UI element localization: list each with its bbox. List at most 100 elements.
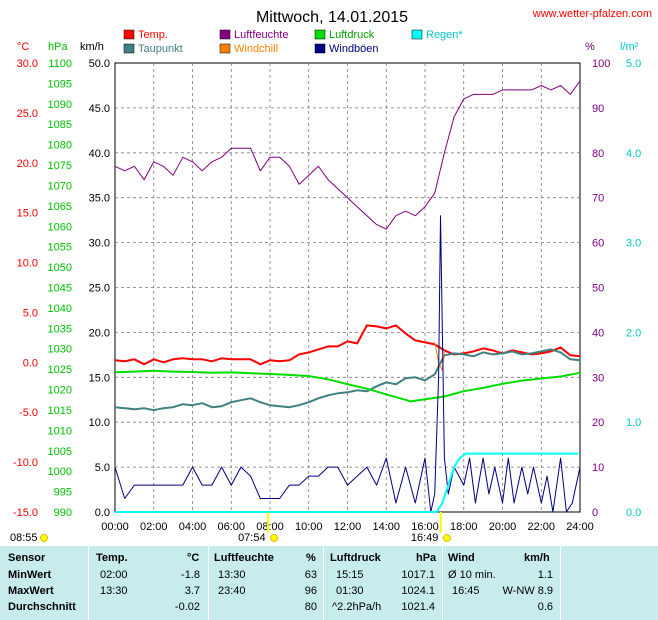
x-axis-tick: 10:00 [295,521,323,533]
humidity-axis-tick: 30 [592,372,604,384]
wind-avg-value: 1.1 [537,569,553,581]
press-max-time: 01:30 [336,585,364,597]
stats-row-label: Durchschnitt [8,601,76,613]
x-axis-tick: 08:00 [256,521,284,533]
series-line-windben [114,215,581,513]
x-axis-tick: 00:00 [101,521,129,533]
pressure-axis-tick: 1055 [48,242,72,254]
x-axis-tick: 16:00 [411,521,439,533]
pressure-axis-tick: 1020 [48,385,72,397]
wind-axis-tick: 5.0 [95,462,110,474]
sun-icon [442,534,451,542]
pressure-axis-tick: 1015 [48,405,72,417]
stats-header-sensor: Sensor [8,552,46,564]
press-max-value: 1024.1 [401,585,435,597]
wind-axis-tick: 40.0 [89,148,110,160]
pressure-axis-tick: 1085 [48,119,72,131]
legend-swatch [123,29,135,40]
stats-header-humidity-unit: % [306,552,316,564]
chart-title: Mittwoch, 14.01.2015 [256,9,408,26]
pressure-axis-tick: 1070 [48,180,72,192]
pressure-axis-tick: 1100 [48,58,72,70]
humidity-axis-tick: 60 [592,238,604,250]
humidity-unit-label: % [585,41,595,53]
humidity-axis-tick: 80 [592,148,604,160]
x-axis-tick: 20:00 [489,521,517,533]
x-axis-tick: 18:00 [450,521,478,533]
pressure-axis-tick: 1095 [48,78,72,90]
stats-header-wind-unit: km/h [524,552,550,564]
wind-axis-tick: 30.0 [89,238,110,250]
rain-unit-label: l/m² [620,41,639,53]
series-line-taupunkt [114,348,581,412]
series-line-luftdruck [114,369,581,403]
x-axis-tick: 06:00 [217,521,245,533]
pressure-axis-tick: 1040 [48,303,72,315]
humidity-axis-tick: 10 [592,462,604,474]
sun-icon [270,534,279,542]
temp-axis-tick: -5.0 [19,407,38,419]
press-trend: ^2.2hPa/h [332,601,382,613]
legend-label: Windchill [234,43,278,55]
x-axis-tick: 04:00 [179,521,207,533]
temp-unit-label: °C [17,41,29,53]
pressure-axis-tick: 995 [54,487,72,499]
wind-mean-value: 0.6 [537,601,553,613]
wind-axis-tick: 20.0 [89,327,110,339]
press-avg-value: 1021.4 [401,601,435,613]
source-link[interactable]: www.wetter-pfalzen.com [532,8,652,20]
pressure-unit-label: hPa [48,41,68,53]
press-min-time: 15:15 [336,569,364,581]
legend-label: Taupunkt [138,43,183,55]
wind-axis-tick: 50.0 [89,58,110,70]
wind-gust-time: 16:45 [452,585,480,597]
pressure-axis-tick: 1035 [48,323,72,335]
stats-header-pressure-unit: hPa [416,552,437,564]
legend-swatch [314,43,326,54]
x-axis-tick: 14:00 [372,521,400,533]
hum-avg-value: 80 [304,601,317,613]
temp-min-value: -1.8 [181,569,200,581]
temp-axis-tick: 20.0 [17,158,38,170]
humidity-axis-tick: 90 [592,103,604,115]
legend-label: Regen* [426,29,463,41]
wind-axis-tick: 10.0 [89,417,110,429]
temp-axis-tick: 15.0 [17,208,38,220]
pressure-axis-tick: 990 [54,507,72,519]
hum-max-time: 23:40 [218,585,246,597]
stats-header-temp-unit: °C [187,552,200,564]
humidity-axis-tick: 100 [592,58,610,70]
temp-avg-value: -0.02 [174,601,200,613]
humidity-axis-tick: 0 [592,507,598,519]
stats-header-wind: Wind [448,552,475,564]
wind-gust-value: W-NW 8.9 [502,585,553,597]
wind-avg-label: Ø 10 min. [448,569,496,581]
pressure-axis-tick: 1075 [48,160,72,172]
rain-axis-tick: 0.0 [626,507,641,519]
wind-unit-label: km/h [80,41,104,53]
legend-label: Luftfeuchte [234,29,288,41]
legend-label: Windböen [329,43,379,55]
hum-min-time: 13:30 [218,569,246,581]
humidity-axis-tick: 20 [592,417,604,429]
pressure-axis-tick: 1090 [48,99,72,111]
pressure-axis-tick: 1000 [48,466,72,478]
hum-min-value: 63 [304,569,317,581]
temp-max-value: 3.7 [184,585,200,597]
x-axis-tick: 02:00 [140,521,168,533]
humidity-axis-tick: 40 [592,327,604,339]
series-line-regen [115,452,579,513]
wind-axis-tick: 45.0 [89,103,110,115]
stats-header-temp: Temp. [96,552,128,564]
pressure-axis-tick: 1080 [48,140,72,152]
x-axis-tick: 24:00 [566,521,594,533]
temp-axis-tick: -15.0 [13,507,38,519]
pressure-axis-tick: 1050 [48,262,72,274]
rain-axis-tick: 3.0 [626,238,641,250]
series-line-luftfeuchte [114,80,581,230]
legend-swatch [219,29,231,40]
pressure-axis-tick: 1025 [48,364,72,376]
sun-icon [40,534,48,542]
hum-max-value: 96 [304,585,317,597]
temp-min-time: 02:00 [100,569,128,581]
